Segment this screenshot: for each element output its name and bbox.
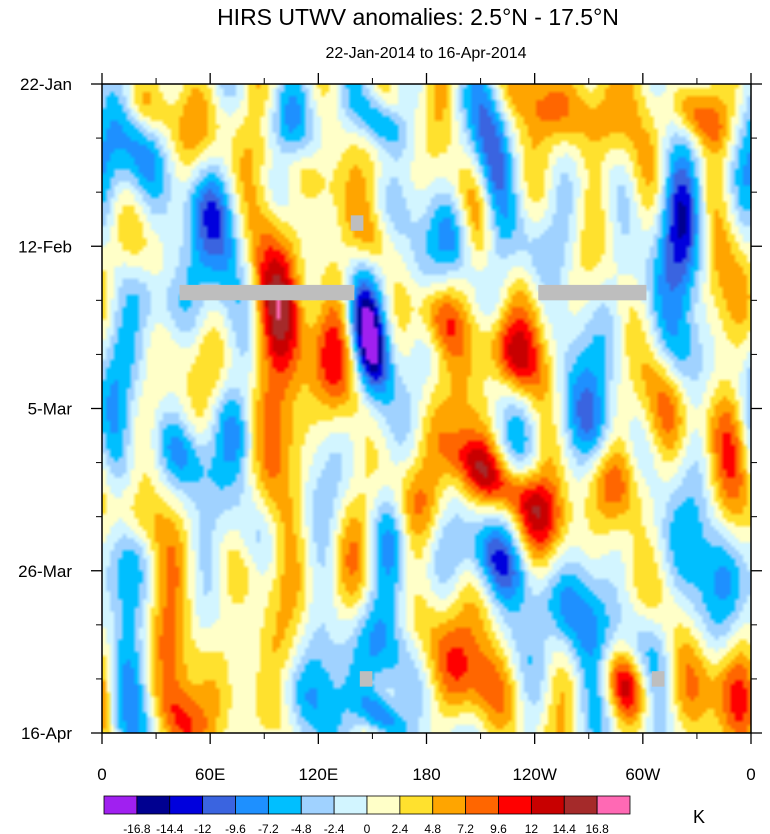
x-tick-label-0: 0 — [97, 765, 106, 784]
y-tick-label-0: 22-Jan — [20, 75, 72, 94]
x-tick-label-5: 60W — [625, 765, 660, 784]
colorbar-swatch-11 — [465, 795, 499, 815]
colorbar-label-6: -2.4 — [324, 822, 345, 834]
x-axis: 0 60E 120E 180 120W 60W 0 — [97, 73, 756, 784]
colorbar-label-1: -14.4 — [156, 822, 184, 834]
missing-data-0 — [179, 284, 355, 301]
x-tick-label-6: 0 — [746, 765, 755, 784]
missing-data-2 — [350, 215, 364, 231]
colorbar-swatch-8 — [366, 795, 401, 815]
colorbar-swatch-5 — [267, 795, 302, 815]
anomaly-field — [102, 84, 751, 733]
colorbar-label-4: -7.2 — [258, 822, 279, 834]
colorbar-label-12: 12 — [525, 822, 539, 834]
colorbar-swatch-12 — [498, 795, 532, 815]
chart-title: HIRS UTWV anomalies: 2.5°N - 17.5°N — [217, 4, 619, 30]
colorbar-label-2: -12 — [194, 822, 212, 834]
chart-subtitle: 22-Jan-2014 to 16-Apr-2014 — [325, 45, 526, 62]
colorbar-swatch-9 — [399, 795, 434, 815]
colorbar-label-14: 16.8 — [585, 822, 609, 834]
colorbar-swatch-14 — [563, 795, 598, 815]
colorbar-swatch-1 — [136, 795, 171, 815]
colorbar-swatch-6 — [300, 795, 335, 815]
plot-area — [102, 84, 751, 733]
colorbar-label-11: 9.6 — [490, 822, 507, 834]
y-tick-label-4: 16-Apr — [21, 724, 72, 743]
colorbar: -16.8 -14.4 -12 -9.6 -7.2 -4.8 -2.4 0 2.4 4.8 7.2 9… — [103, 795, 631, 834]
colorbar-swatch-2 — [169, 795, 204, 815]
missing-data-layer — [179, 215, 665, 687]
missing-data-4 — [651, 671, 665, 687]
colorbar-label-7: 0 — [364, 822, 371, 834]
colorbar-label-8: 2.4 — [392, 822, 409, 834]
colorbar-swatch-15 — [596, 795, 631, 815]
colorbar-label-13: 14.4 — [553, 822, 577, 834]
y-tick-label-2: 5-Mar — [28, 400, 73, 419]
colorbar-swatch-7 — [333, 795, 368, 815]
x-tick-label-3: 180 — [412, 765, 440, 784]
missing-data-1 — [538, 284, 647, 301]
colorbar-label-10: 7.2 — [457, 822, 474, 834]
x-tick-label-1: 60E — [195, 765, 225, 784]
colorbar-label-5: -4.8 — [291, 822, 312, 834]
colorbar-swatch-10 — [432, 795, 467, 815]
x-tick-label-4: 120W — [512, 765, 556, 784]
colorbar-swatch-4 — [235, 795, 269, 815]
colorbar-swatch-0 — [103, 795, 138, 815]
colorbar-swatch-13 — [530, 795, 565, 815]
y-tick-label-3: 26-Mar — [18, 562, 72, 581]
colorbar-units: K — [693, 807, 705, 827]
colorbar-label-9: 4.8 — [424, 822, 441, 834]
colorbar-label-3: -9.6 — [225, 822, 246, 834]
y-tick-label-1: 12-Feb — [18, 237, 72, 256]
x-tick-label-2: 120E — [298, 765, 338, 784]
colorbar-swatch-3 — [202, 795, 236, 815]
missing-data-3 — [359, 671, 373, 687]
colorbar-label-0: -16.8 — [123, 822, 151, 834]
y-axis: 22-Jan 12-Feb 5-Mar 26-Mar 16-Apr — [18, 75, 762, 743]
